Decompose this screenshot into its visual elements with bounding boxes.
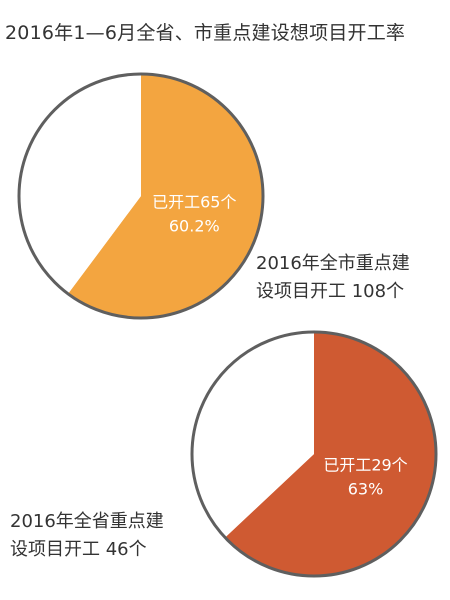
pie-caption-province-line-1: 2016年全省重点建: [10, 511, 164, 532]
pie-caption-city-line-2: 设项目开工 108个: [256, 281, 405, 302]
pie-caption-city: 2016年全市重点建 设项目开工 108个: [256, 250, 410, 306]
pie-1-outline: [190, 330, 438, 578]
chart-title: 2016年1—6月全省、市重点建设想项目开工率: [5, 22, 406, 44]
pie-1-slice-0-value-label: 63%: [348, 479, 384, 498]
pie-0-slice-1: [19, 74, 141, 294]
pie-1-slice-0: [225, 332, 437, 576]
pie-1-slice-0-label: 已开工29个: [323, 455, 407, 474]
pie-1-slice-1: [192, 332, 314, 538]
pie-0-slice-0-label: 已开工65个: [152, 193, 236, 212]
pie-chart-city: 已开工65个 60.2%: [17, 72, 265, 320]
pie-0-slice-0: [68, 74, 264, 318]
pie-chart-province: 已开工29个 63%: [190, 330, 438, 578]
pie-0-outline: [17, 72, 265, 320]
pie-caption-province-line-2: 设项目开工 46个: [10, 539, 147, 560]
pie-caption-province: 2016年全省重点建 设项目开工 46个: [10, 508, 164, 564]
pie-caption-city-line-1: 2016年全市重点建: [256, 253, 410, 274]
pie-0-slice-0-value-label: 60.2%: [169, 217, 220, 236]
